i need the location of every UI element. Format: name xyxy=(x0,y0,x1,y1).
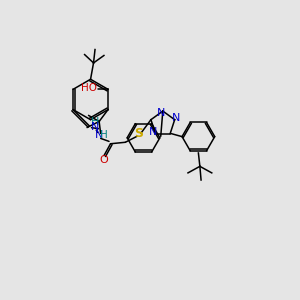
Text: O: O xyxy=(99,155,108,165)
Text: S: S xyxy=(134,128,143,140)
Text: N: N xyxy=(91,122,99,132)
Text: N: N xyxy=(172,113,180,123)
Text: N: N xyxy=(95,130,103,140)
Text: HO: HO xyxy=(81,83,97,94)
Text: H: H xyxy=(91,117,99,128)
Text: N: N xyxy=(149,127,157,137)
Text: N: N xyxy=(157,108,166,118)
Text: H: H xyxy=(100,130,108,140)
